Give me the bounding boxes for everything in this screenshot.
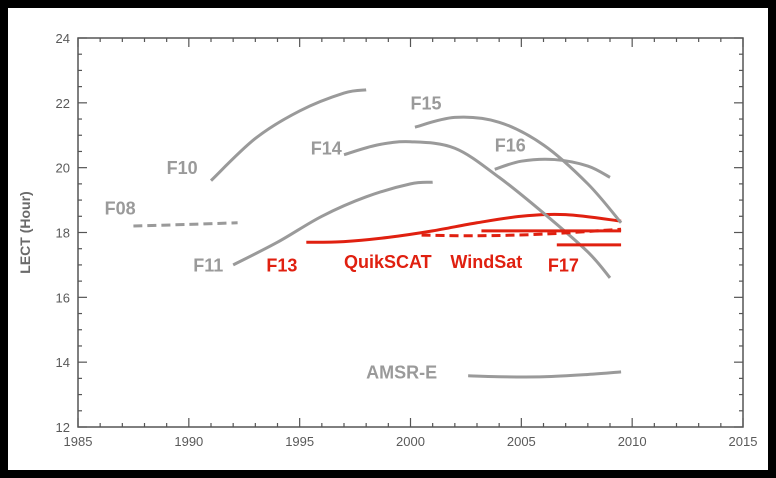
- series-label-f15: F15: [411, 93, 442, 113]
- axes-group: 1985 1990 1995 2000 2005 2010 2015 12 14 16 18 20 22…: [56, 31, 758, 449]
- y-tick-label: 18: [56, 226, 70, 241]
- series-labels: F08 F10 F11 F13 F14 F15 F16 F17 QuikSCAT WindSat A…: [105, 93, 579, 382]
- y-tick-label: 22: [56, 96, 70, 111]
- series-label-f08: F08: [105, 199, 136, 219]
- x-tick-label: 1985: [64, 434, 93, 449]
- chart-frame: 1985 1990 1995 2000 2005 2010 2015 12 14 16 18 20 22…: [8, 8, 768, 470]
- series-line-f13: [306, 212, 622, 244]
- series-lines: [133, 88, 623, 379]
- series-label-windsat: WindSat: [450, 252, 522, 272]
- y-tick-label: 14: [56, 355, 70, 370]
- x-tick-label: 2005: [507, 434, 536, 449]
- series-label-f16: F16: [495, 135, 526, 155]
- y-axis-title: LECT (Hour): [17, 191, 33, 273]
- series-label-f14: F14: [311, 139, 342, 159]
- x-tick-label: 2010: [618, 434, 647, 449]
- y-tick-label: 24: [56, 31, 70, 46]
- x-tick-label: 1990: [174, 434, 203, 449]
- x-tick-label: 2000: [396, 434, 425, 449]
- series-label-f13: F13: [266, 255, 297, 275]
- y-tick-label: 20: [56, 161, 70, 176]
- series-line-f15: [414, 115, 623, 224]
- series-line-f08: [133, 221, 238, 228]
- series-line-f10: [209, 88, 367, 182]
- series-label-f17: F17: [548, 255, 579, 275]
- x-tick-label: 1995: [285, 434, 314, 449]
- series-line-amsr-e: [468, 370, 622, 379]
- y-tick-label: 16: [56, 290, 70, 305]
- x-tick-label: 2015: [729, 434, 758, 449]
- lect-chart: 1985 1990 1995 2000 2005 2010 2015 12 14 16 18 20 22…: [17, 31, 758, 449]
- series-line-f16: [494, 157, 611, 179]
- series-label-f10: F10: [167, 158, 198, 178]
- series-label-quikscat: QuikSCAT: [344, 252, 432, 272]
- y-tick-label: 12: [56, 420, 70, 435]
- series-line-f11: [232, 180, 433, 267]
- series-line-quikscat: [421, 227, 622, 238]
- series-line-f14: [343, 140, 612, 279]
- series-label-f11: F11: [193, 255, 223, 275]
- series-label-amsr-e: AMSR-E: [366, 362, 437, 382]
